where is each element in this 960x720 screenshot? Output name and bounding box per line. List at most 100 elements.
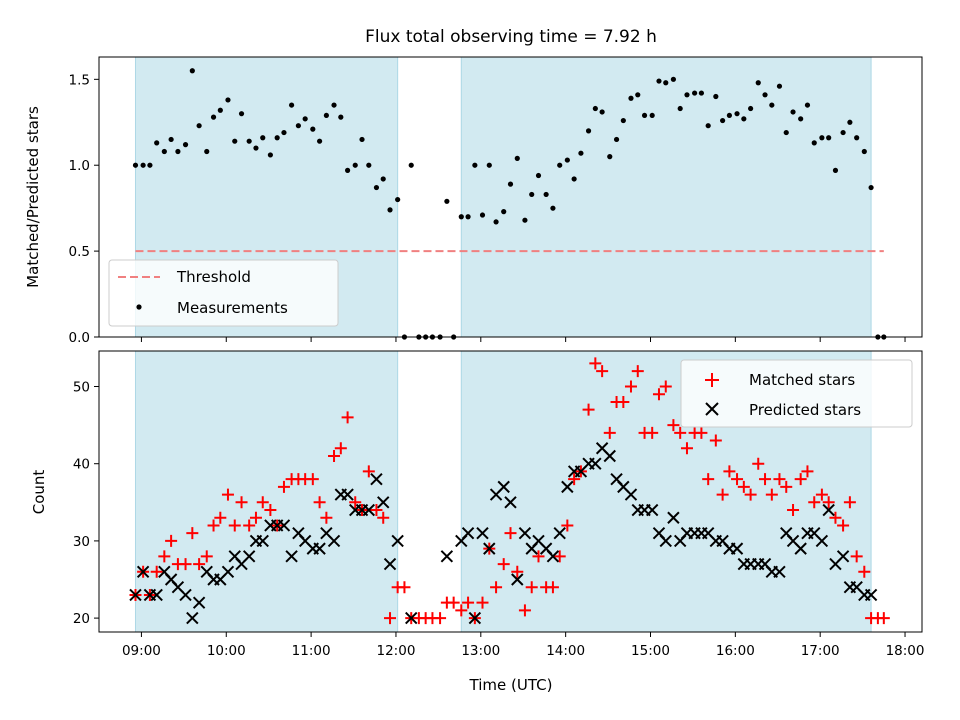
predicted-star-point [383, 557, 397, 571]
predicted-star-point [370, 472, 383, 486]
measurement-points [132, 68, 887, 340]
matched-star-point [228, 519, 241, 532]
measurement-point [281, 129, 287, 136]
predicted-star-point [864, 588, 878, 602]
predicted-star-point [341, 488, 354, 501]
measurement-point [726, 112, 733, 119]
measurement-point [310, 126, 316, 132]
matched-star-point [256, 496, 269, 509]
measurement-point [380, 176, 386, 182]
matched-star-point [490, 581, 503, 594]
predicted-star-point [483, 542, 496, 555]
top-shaded-intervals [134, 56, 872, 338]
measurement-point [302, 116, 308, 122]
matched-star-point [377, 511, 390, 524]
measurement-point [288, 102, 295, 108]
predicted-star-point [518, 526, 532, 540]
x-tick-label: 14:00 [546, 643, 585, 659]
measurement-point [663, 80, 669, 86]
legend-predicted-label: Predicted stars [749, 401, 861, 419]
matched-star-point [511, 565, 524, 578]
matched-star-point [723, 465, 736, 478]
measurement-point [408, 162, 414, 168]
matched-star-point [737, 480, 750, 493]
matched-star-point [532, 550, 545, 563]
matched-star-point [186, 527, 199, 540]
measurement-point [592, 105, 598, 112]
measurement-point [395, 196, 401, 203]
measurement-point [741, 116, 747, 122]
matched-star-point [716, 488, 729, 501]
measurement-point [465, 214, 471, 220]
predicted-star-point [497, 480, 510, 494]
measurement-point [748, 105, 754, 112]
measurement-point [543, 191, 549, 198]
measurement-point [840, 129, 846, 136]
measurement-point [295, 123, 301, 129]
matched-star-point [794, 473, 807, 486]
measurement-point [854, 135, 860, 141]
measurement-point [132, 162, 139, 168]
measurement-point [458, 214, 464, 220]
x-tick-label: 13:00 [461, 643, 500, 659]
top-y-tick-label: 1.5 [69, 72, 90, 88]
measurement-point [720, 117, 726, 124]
measurement-point [196, 123, 202, 129]
matched-star-point [179, 558, 192, 571]
measurement-point [798, 116, 804, 122]
measurement-point [175, 148, 181, 155]
top-legend: Threshold Measurements [108, 259, 339, 327]
matched-star-point [264, 504, 277, 517]
matched-star-point [837, 519, 850, 532]
predicted-star-point [313, 542, 326, 555]
matched-star-point [850, 550, 863, 563]
predicted-star-point [440, 550, 454, 563]
measurement-point [571, 176, 577, 182]
matched-star-point [165, 534, 178, 547]
measurement-point [620, 117, 626, 124]
measurement-point [387, 207, 393, 213]
matched-star-point [235, 496, 248, 509]
predicted-star-point [461, 526, 475, 540]
predicted-star-point [327, 534, 341, 548]
bottom-y-ticks: 20 30 40 50 [73, 380, 99, 627]
measurement-point [232, 138, 238, 144]
matched-star-point [808, 496, 821, 509]
matched-star-point [631, 365, 644, 378]
matched-star-point [518, 604, 531, 617]
matched-star-point [370, 504, 383, 517]
measurement-point [267, 152, 273, 158]
measurement-point [246, 138, 252, 144]
bottom-y-tick-label: 40 [73, 457, 90, 473]
matched-star-point [277, 480, 290, 493]
matched-star-point [843, 496, 856, 509]
measurement-point [204, 148, 210, 155]
top-y-tick-label: 1.0 [69, 158, 90, 174]
matched-star-point [780, 480, 793, 493]
measurement-point [585, 128, 592, 134]
matched-star-point [320, 511, 333, 524]
measurement-point [161, 148, 167, 155]
measurement-point [656, 78, 662, 84]
bottom-x-ticks: 09:00 10:00 11:00 12:00 13:00 14:00 15:00 16:00… [122, 632, 924, 659]
matched-star-point [561, 519, 574, 532]
measurement-point [613, 136, 620, 143]
predicted-star-point [645, 503, 659, 517]
x-tick-label: 17:00 [801, 643, 840, 659]
measurement-point [557, 162, 563, 168]
matched-star-point [858, 565, 871, 578]
bottom-y-tick-label: 30 [73, 534, 90, 550]
predicted-star-point [391, 534, 404, 548]
matched-star-point [674, 426, 687, 439]
predicted-star-point [150, 588, 163, 602]
measurement-point [182, 142, 189, 148]
matched-star-point [200, 550, 213, 563]
matched-star-point [589, 357, 602, 370]
matched-star-point [596, 365, 609, 378]
matched-star-point [652, 388, 665, 401]
measurement-point [641, 112, 648, 119]
measurement-point [501, 209, 507, 215]
predicted-star-point [603, 449, 616, 463]
measurement-point [832, 167, 839, 173]
